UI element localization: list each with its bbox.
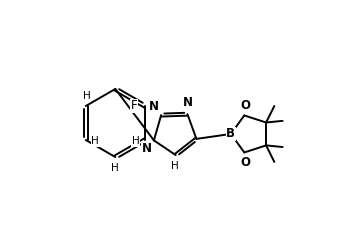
Text: O: O [240,99,250,112]
Text: F: F [131,99,138,112]
Text: H: H [91,136,99,146]
Text: H: H [171,161,179,171]
Text: O: O [240,156,250,169]
Text: N: N [183,96,193,109]
Text: H: H [111,163,119,173]
Text: N: N [142,142,152,155]
Text: H: H [132,136,139,146]
Text: H: H [83,91,91,101]
Text: B: B [226,127,235,140]
Text: N: N [149,100,159,113]
